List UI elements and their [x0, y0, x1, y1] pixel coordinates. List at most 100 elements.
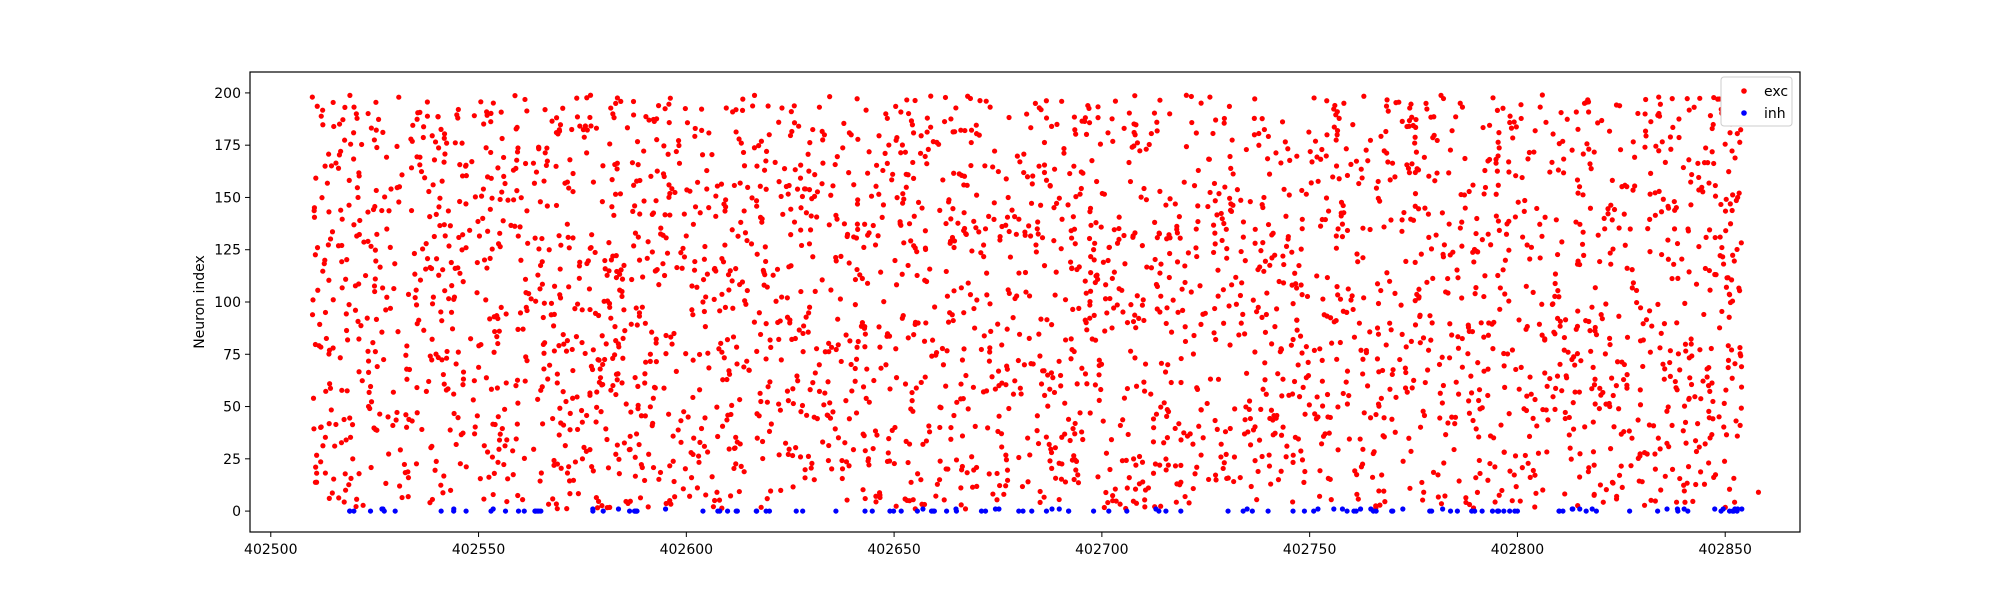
data-point-exc: [1034, 428, 1040, 434]
data-point-exc: [1697, 347, 1703, 353]
y-tick-label: 175: [214, 138, 241, 154]
data-point-exc: [727, 268, 733, 274]
data-point-exc: [1634, 299, 1640, 306]
data-point-exc: [1453, 114, 1459, 120]
data-point-exc: [436, 272, 442, 278]
data-point-exc: [481, 121, 487, 127]
data-point-exc: [930, 139, 936, 145]
data-point-exc: [1588, 166, 1594, 172]
data-point-exc: [513, 436, 519, 442]
data-point-exc: [754, 163, 760, 169]
data-point-exc: [673, 148, 679, 155]
data-point-exc: [779, 105, 785, 111]
data-point-exc: [952, 129, 958, 135]
data-point-exc: [981, 254, 987, 260]
data-point-exc: [1682, 341, 1689, 347]
data-point-exc: [522, 96, 528, 103]
data-point-exc: [1016, 331, 1023, 337]
data-point-exc: [1652, 212, 1658, 218]
data-point-exc: [1413, 149, 1420, 155]
data-point-exc: [899, 315, 905, 321]
data-point-exc: [763, 356, 769, 362]
data-point-exc: [477, 476, 483, 482]
data-point-exc: [440, 267, 446, 273]
data-point-exc: [1459, 364, 1465, 370]
data-point-exc: [1457, 225, 1463, 231]
data-point-exc: [632, 473, 638, 479]
data-point-exc: [426, 378, 432, 385]
data-point-exc: [853, 356, 860, 362]
data-point-exc: [368, 399, 375, 405]
data-point-exc: [314, 452, 320, 458]
data-point-exc: [703, 294, 709, 300]
data-point-exc: [460, 232, 466, 238]
data-point-exc: [893, 503, 899, 509]
data-point-exc: [656, 282, 662, 288]
data-point-exc: [1167, 235, 1173, 241]
data-point-exc: [403, 424, 410, 430]
data-point-exc: [963, 372, 969, 379]
data-point-exc: [1205, 203, 1211, 210]
data-point-exc: [545, 501, 552, 507]
data-point-exc: [924, 115, 930, 121]
data-point-exc: [1156, 230, 1162, 236]
data-point-exc: [1218, 210, 1224, 217]
data-point-exc: [890, 171, 896, 177]
data-point-exc: [1707, 435, 1713, 441]
data-point-exc: [1041, 139, 1048, 146]
data-point-exc: [1624, 265, 1630, 271]
data-point-exc: [1412, 191, 1419, 197]
data-point-exc: [431, 157, 438, 163]
data-point-exc: [1229, 282, 1235, 288]
data-point-exc: [1685, 228, 1692, 234]
data-point-exc: [1459, 104, 1466, 110]
data-point-exc: [807, 227, 814, 233]
data-point-exc: [1068, 336, 1074, 342]
data-point-inh: [351, 508, 357, 514]
data-point-exc: [1413, 124, 1419, 130]
data-point-exc: [424, 256, 431, 262]
data-point-exc: [338, 207, 344, 213]
data-point-exc: [859, 275, 865, 282]
data-point-exc: [692, 204, 699, 210]
data-point-inh: [463, 508, 469, 514]
data-point-exc: [1479, 237, 1485, 243]
data-point-exc: [861, 244, 867, 250]
data-point-exc: [860, 487, 866, 493]
data-point-exc: [589, 366, 596, 373]
data-point-exc: [1101, 504, 1107, 511]
data-point-exc: [584, 95, 590, 101]
data-point-exc: [667, 463, 673, 469]
data-point-exc: [698, 106, 705, 112]
data-point-exc: [435, 114, 441, 120]
data-point-exc: [1252, 349, 1258, 355]
data-point-exc: [326, 495, 332, 501]
data-point-exc: [1401, 209, 1407, 216]
data-point-exc: [554, 371, 560, 377]
data-point-exc: [1592, 376, 1598, 382]
data-point-inh: [715, 508, 721, 514]
data-point-exc: [1642, 450, 1648, 456]
data-point-exc: [1721, 458, 1728, 464]
data-point-exc: [1585, 109, 1592, 115]
data-point-exc: [676, 160, 683, 166]
data-point-exc: [472, 194, 478, 200]
data-point-exc: [1733, 418, 1739, 424]
data-point-exc: [811, 414, 817, 420]
data-point-exc: [1185, 250, 1191, 256]
data-point-exc: [742, 230, 749, 236]
data-point-exc: [1360, 225, 1366, 231]
data-point-exc: [1383, 342, 1389, 348]
data-point-exc: [855, 136, 861, 142]
data-point-exc: [733, 266, 739, 272]
data-point-exc: [1580, 229, 1586, 235]
data-point-exc: [972, 325, 978, 331]
data-point-exc: [852, 302, 858, 308]
data-point-exc: [612, 191, 619, 197]
data-point-exc: [580, 127, 586, 133]
data-point-exc: [954, 399, 960, 405]
data-point-exc: [442, 233, 448, 239]
data-point-exc: [459, 173, 466, 179]
data-point-exc: [709, 474, 715, 480]
data-point-exc: [1178, 355, 1184, 362]
